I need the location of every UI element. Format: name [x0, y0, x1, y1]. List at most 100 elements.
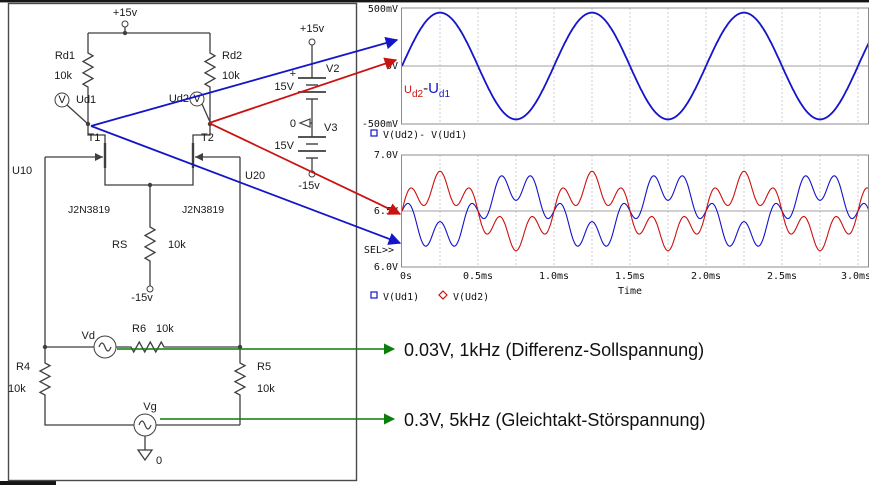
plot2-ytick-top: 7.0V — [374, 150, 398, 161]
trace-V(Ud1) — [401, 175, 869, 247]
top-border-line — [0, 0, 869, 3]
vg-sine-icon — [138, 420, 152, 430]
junction-dot — [122, 30, 128, 36]
plot1-legend-label: V(Ud2)- V(Ud1) — [383, 130, 467, 141]
rd1-resistor — [81, 48, 95, 92]
v2-value: 15V — [274, 81, 294, 93]
wire — [192, 92, 211, 144]
junction-dot — [237, 344, 243, 350]
wire — [150, 166, 194, 186]
t1-label: T1 — [88, 132, 101, 144]
xtick-0-5ms: 0.5ms — [463, 271, 493, 282]
source-annotations: 0.03V, 1kHz (Differenz-Sollspannung) 0.3… — [117, 340, 706, 430]
plot1-trace-annotation: Ud2-Ud1 — [404, 80, 450, 100]
plot2-ytick-bottom: 6.0V — [374, 262, 398, 273]
plot1-legend-square-marker-icon — [370, 129, 378, 137]
arrow-ud1-to-diff-plot — [90, 37, 399, 127]
t2-gate-arrow-icon — [195, 153, 203, 161]
ud1-label: Ud1 — [76, 94, 96, 106]
ud1-probe-letter: V — [58, 94, 66, 106]
xtick-2-5ms: 2.5ms — [767, 271, 797, 282]
plot1-ytick-bottom: -500mV — [362, 119, 398, 130]
supply-zero-node-icon — [298, 118, 311, 128]
t1-model-label: J2N3819 — [68, 204, 110, 216]
rd2-label: Rd2 — [222, 50, 242, 62]
wire — [87, 92, 106, 144]
ann-u-blue: U — [428, 80, 439, 97]
v2-label: V2 — [326, 63, 339, 75]
bottom-left-border — [0, 481, 56, 485]
vg-label: Vg — [143, 401, 156, 413]
v3-label: V3 — [324, 122, 337, 134]
vd-label: Vd — [82, 330, 95, 342]
plot2-legend-vud1: V(Ud1) — [383, 292, 419, 303]
v3-battery-icon — [298, 136, 326, 159]
plot2-ytick-mid: 6.5V — [374, 206, 398, 217]
plot2-sel-label: SEL>> — [364, 245, 394, 256]
vee-pin — [146, 285, 154, 293]
wire — [66, 104, 89, 125]
rs-resistor — [143, 222, 157, 266]
t2-label: T2 — [201, 132, 214, 144]
t2-model-label: J2N3819 — [182, 204, 224, 216]
junction-dot — [85, 121, 91, 127]
arrow-ud1-to-output-plot — [90, 125, 402, 245]
wire — [44, 400, 134, 426]
ann-sub-d1: d1 — [439, 89, 451, 100]
plot1-ytick-top: 500mV — [368, 4, 398, 15]
junction-dot — [42, 344, 48, 350]
r6-value: 10k — [156, 323, 174, 335]
trace-V(Ud2) — [401, 170, 869, 252]
u10-net-label: U10 — [12, 165, 32, 177]
supply-zero-label: 0 — [290, 118, 296, 130]
rd2-resistor — [203, 48, 217, 92]
common-source-annotation: 0.3V, 5kHz (Gleichtakt-Störspannung) — [404, 410, 706, 430]
arrow-ud2-to-output-plot — [208, 122, 402, 215]
vcc-pin — [121, 20, 129, 28]
rd2-value: 10k — [222, 70, 240, 82]
r4-label: R4 — [16, 361, 30, 373]
r5-label: R5 — [257, 361, 271, 373]
vee-label: -15v — [131, 292, 153, 304]
differential-output-plot: 500mV 0V -500mV Ud2-Ud1 V(Ud2)- V(Ud1) — [362, 4, 869, 141]
vcc-label: +15v — [113, 7, 138, 19]
rd1-label: Rd1 — [55, 50, 75, 62]
ground-zero-label: 0 — [156, 455, 162, 467]
ground-icon — [136, 449, 154, 462]
t1-gate-arrow-icon — [95, 153, 103, 161]
rd1-value: 10k — [54, 70, 72, 82]
xtick-1-5ms: 1.5ms — [615, 271, 645, 282]
rs-label: RS — [112, 239, 127, 251]
r5-resistor — [233, 358, 247, 400]
v3-value: 15V — [274, 140, 294, 152]
xtick-2-0ms: 2.0ms — [691, 271, 721, 282]
u20-net-label: U20 — [245, 170, 265, 182]
supply-plus-pin — [308, 38, 316, 46]
pointer-arrows — [90, 37, 402, 245]
trace-V(Ud2)- V(Ud1) — [401, 11, 869, 121]
r6-label: R6 — [132, 323, 146, 335]
xtick-3-0ms: 3.0ms — [841, 271, 869, 282]
plot2-legend-square-marker-icon — [370, 291, 378, 299]
supply-plus15-label: +15v — [300, 23, 325, 35]
circuit-schematic: V V +15v Rd1 10k Rd2 10k Ud — [7, 2, 358, 482]
xtick-1-0ms: 1.0ms — [539, 271, 569, 282]
r5-value: 10k — [257, 383, 275, 395]
supply-minus15-label: -15v — [298, 180, 320, 192]
r4-resistor — [38, 358, 52, 400]
rs-value: 10k — [168, 239, 186, 251]
ud2-probe-letter: V — [193, 93, 201, 105]
plot2-legend-vud2: V(Ud2) — [453, 292, 489, 303]
arrow-ud2-to-diff-plot — [208, 57, 398, 124]
ann-sub-d2: d2 — [412, 89, 424, 100]
output-voltages-plot: 7.0V 6.5V SEL>> 6.0V 0s 0.5ms 1.0ms 1.5m… — [364, 150, 869, 303]
r4-value: 10k — [8, 383, 26, 395]
wire — [201, 103, 211, 123]
plot2-legend-diamond-marker-icon — [438, 290, 448, 300]
ann-minus: - — [423, 80, 428, 97]
xtick-0s: 0s — [400, 271, 412, 282]
ud1-voltage-probe-icon — [54, 92, 70, 108]
junction-dot — [147, 182, 153, 188]
